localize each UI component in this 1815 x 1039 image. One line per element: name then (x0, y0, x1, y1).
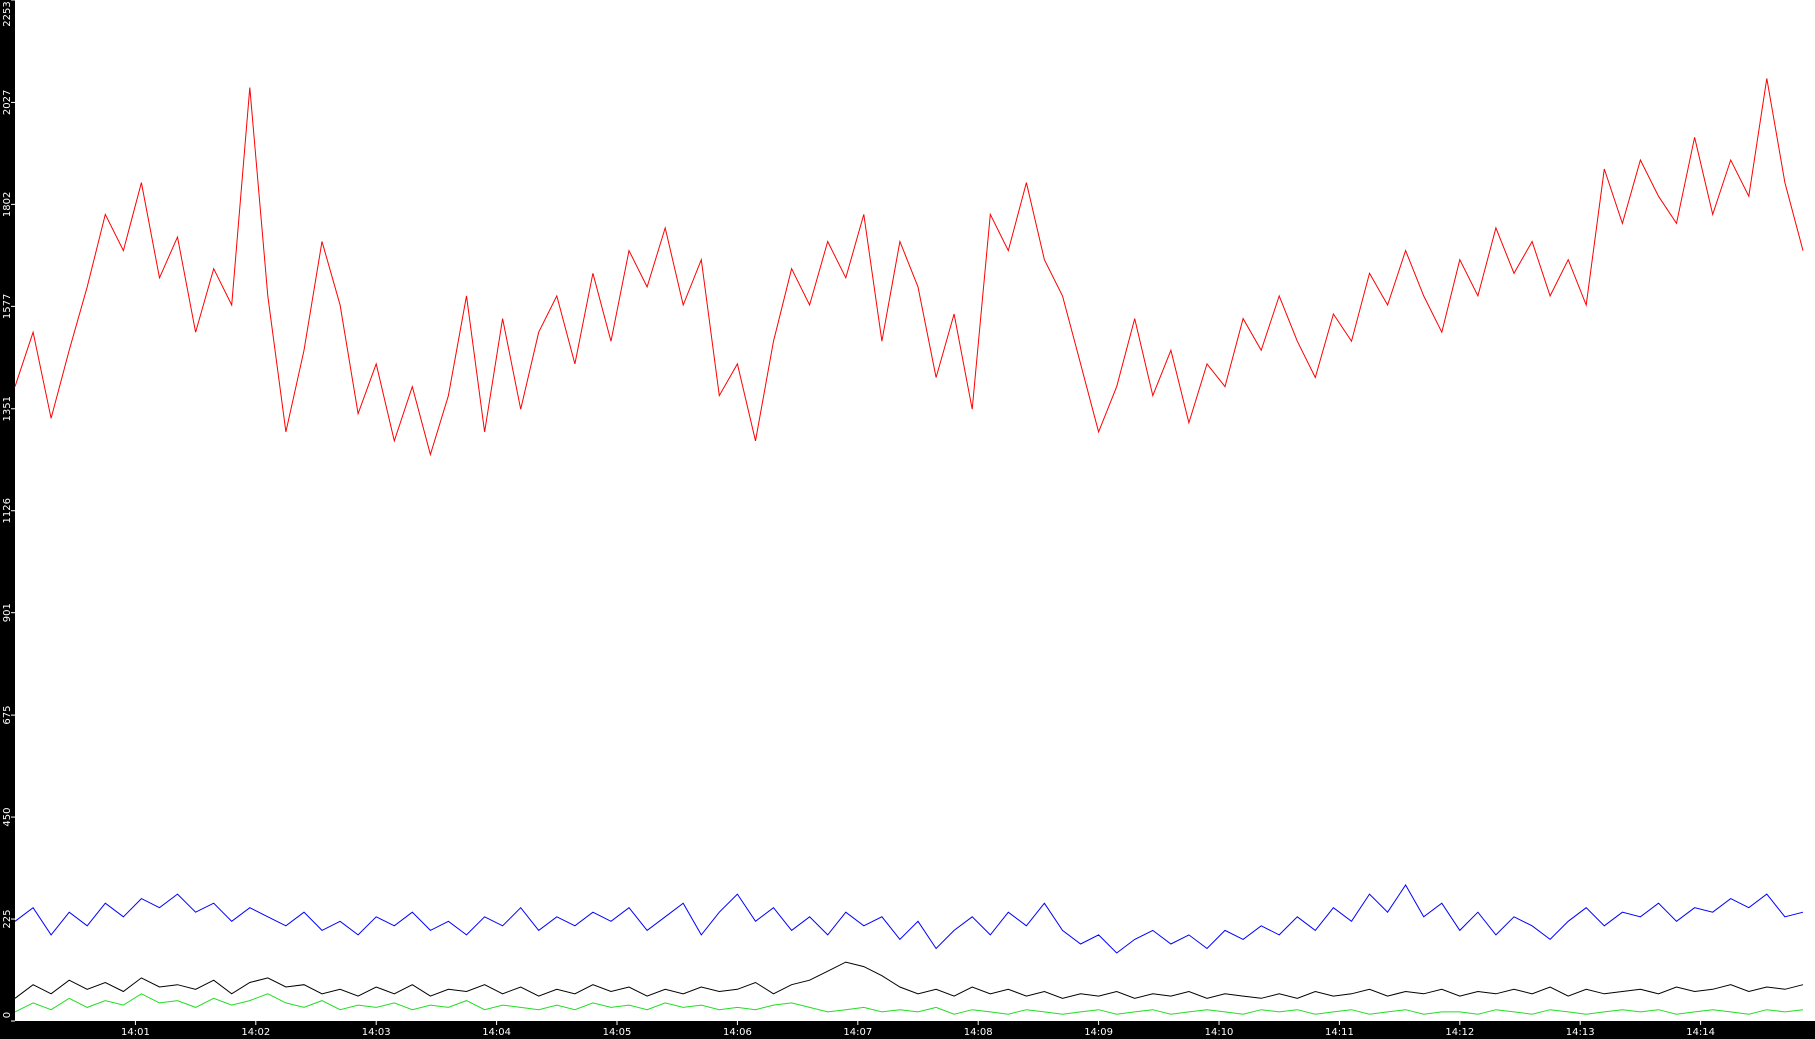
x-tick-label: 14:08 (964, 1027, 993, 1038)
y-tick-label: 1577 (2, 294, 13, 319)
y-axis-strip (0, 0, 15, 1039)
x-tick-label: 14:12 (1445, 1027, 1474, 1038)
x-tick-label: 14:10 (1205, 1027, 1234, 1038)
y-tick-label: 1802 (2, 192, 13, 217)
x-tick-label: 14:02 (241, 1027, 270, 1038)
y-tick-label: 675 (2, 706, 13, 725)
x-tick-label: 14:13 (1566, 1027, 1595, 1038)
series-line (14, 961, 1804, 999)
x-tick-label: 14:04 (482, 1027, 511, 1038)
x-tick-label: 14:11 (1325, 1027, 1354, 1038)
x-tick-label: 14:07 (843, 1027, 872, 1038)
x-tick-label: 14:01 (121, 1027, 150, 1038)
series-line (14, 884, 1804, 954)
x-tick-label: 14:03 (362, 1027, 391, 1038)
y-tick-label: 450 (2, 808, 13, 827)
y-tick-label: 1126 (2, 498, 13, 523)
series-line (14, 993, 1804, 1015)
x-tick-label: 14:05 (603, 1027, 632, 1038)
y-tick-label: 1351 (2, 396, 13, 421)
series-line (14, 78, 1804, 457)
y-tick-label: 0 (2, 1012, 13, 1018)
y-tick-label: 2253 (2, 1, 13, 26)
y-tick-label: 2027 (2, 90, 13, 115)
y-tick-label: 225 (2, 909, 13, 928)
x-axis-strip (0, 1021, 1815, 1039)
x-tick-label: 14:14 (1686, 1027, 1715, 1038)
y-tick-label: 901 (2, 603, 13, 622)
x-tick-label: 14:06 (723, 1027, 752, 1038)
x-tick-label: 14:09 (1084, 1027, 1113, 1038)
